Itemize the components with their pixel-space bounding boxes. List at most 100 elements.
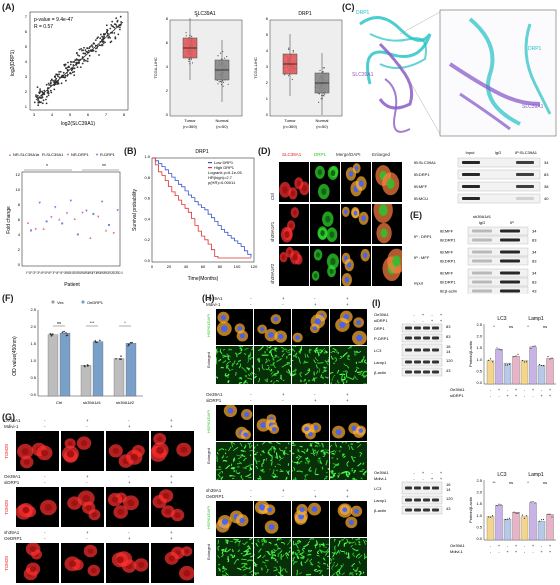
c-zoom-slc: SLC39A1 [522,104,544,110]
scatter-point [74,59,76,61]
d-row-label: sh39A1#2 [270,263,275,284]
box-point [222,80,224,82]
scatter-point [64,63,67,66]
scatter-point [50,91,53,94]
g-cond-label: OeDRP1 [4,536,23,541]
d-col-drp1: DRP1 [314,152,327,157]
scatter-point [37,99,39,102]
i-dot [538,364,541,366]
wb-band [405,498,412,502]
scatter-point [94,39,97,41]
box-point [322,71,324,73]
box2-tumor-label: Tumor [284,118,296,123]
g-sign: - [44,530,46,535]
f-dot [120,355,122,357]
scatter-point [35,94,37,96]
wb-band [516,173,534,176]
scatter-point [60,82,63,85]
wb-band [423,336,430,340]
fold-ytick: 0 [18,262,21,267]
h-stain-label: HSP60/DAPI [206,506,211,530]
f-dot [94,340,97,342]
micrograph-red [61,487,104,527]
wb-band [432,360,439,364]
g-sign: - [86,536,88,541]
scatter-point [79,66,82,68]
g-sign: + [86,474,89,479]
fold-point: ■ [108,222,111,227]
panel-label-b: (B) [124,146,137,156]
scatter-pvalue: p-value = 9.4e-47 [34,17,73,23]
wb-band [472,289,492,293]
box-point [188,60,190,63]
wb-band [405,336,412,340]
fold-xlabel: Patient [64,282,80,288]
box-point [218,81,220,83]
i-dot [491,515,494,517]
fold-legend-item: R-SLC39A1 [42,152,64,157]
scatter-point [66,69,69,71]
i-dot [547,356,549,358]
km-stat-1: Logrank p=6.1e-05 [208,170,242,175]
i-bar-title: Lamp1 [528,316,544,322]
micrograph-merge [330,501,367,537]
i-bar-title: LC3 [497,472,506,478]
g-sign: - [44,424,46,429]
box1-title: SLC39A1 [194,11,216,17]
i-sig: ns [509,324,513,329]
fold-point: ▼ [96,214,100,219]
scatter-point [57,75,59,78]
fold-xtick: P12 [69,270,77,275]
box1-tumor-label: Tumor [184,118,196,123]
fold-point: ▼ [81,210,85,215]
i-sign: + [431,318,434,323]
i-sign: + [532,387,535,392]
h-sign: + [346,392,349,397]
g-mito-images: Oe39A1- + - + Mdivi-1- - + + TOM20 Oe39A1- + - + siDR… [4,418,200,584]
scatter-ytick: 6 [25,29,28,34]
box-point [191,62,194,64]
e-coip-blot: sh39A1#1 IgG IP IP : DRP1 IB:MFF 34 IB:DRP1… [414,214,537,294]
box-point [292,50,294,52]
fold-point: ▼ [116,207,120,212]
micrograph-enl [372,246,402,286]
i-dot [538,520,541,522]
h-sign: + [314,398,317,403]
h-sign: + [282,296,285,301]
i-sign: - [524,549,526,554]
fold-xtick: P13 [73,270,81,275]
wb-band [432,336,439,340]
i-sign: + [431,476,434,481]
i-western-and-bars: Oe39A1- + - +siDRP1- - + +DRP1 83P-DRP1 83LC3161… [374,312,556,554]
drp1-boxplot: DRP1 TCGA-LIHC 0 1 2 3 4 5 6 Tumor (n=369) Nor… [253,11,343,129]
fold-ytick: 12 [16,172,21,177]
box-point [219,52,222,54]
i-ytick: 1.0 [476,357,482,362]
scatter-point [55,73,58,76]
scatter-point [47,92,50,95]
km-xtick: 60 [201,264,206,269]
h-cond-label: siDRP1 [206,398,222,403]
g-sign: + [128,536,131,541]
box-point [322,94,324,96]
wb-band [432,348,439,352]
i-dot [523,361,526,363]
km-xtick: 20 [167,264,172,269]
wb-band [405,326,412,330]
wb-band [414,336,421,340]
fold-point: ▼ [38,200,42,205]
f-dot [65,332,67,334]
f-bar [59,332,71,397]
scatter-xtick: 8 [123,112,126,117]
scatter-ytick: 1 [25,104,28,109]
wb-band [423,486,430,490]
panel-label-e: (E) [410,210,422,220]
i-dot [487,516,490,518]
fold-xtick: P20 [100,270,108,275]
g-stain-label: TOM20 [4,556,9,571]
g-cond-label: Mdivi-1 [4,424,19,429]
i-bar-title: Lamp1 [528,472,544,478]
km-curve-low [152,157,252,258]
fold-xtick: P14 [77,270,85,275]
i-dot [525,361,528,363]
